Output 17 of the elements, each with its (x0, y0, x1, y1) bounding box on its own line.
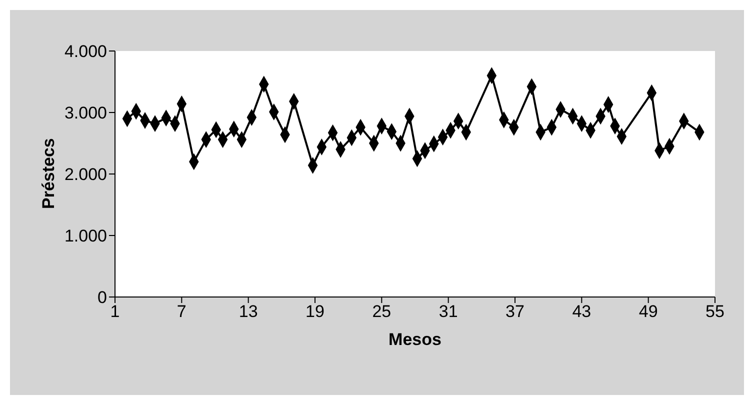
y-tick-label: 4.000 (64, 42, 107, 62)
x-tick-label: 31 (438, 302, 458, 322)
y-tick-label: 2.000 (64, 165, 107, 184)
y-axis-title: Préstecs (39, 138, 58, 209)
x-tick-label: 49 (638, 302, 658, 322)
y-tick-label: 1.000 (64, 226, 107, 246)
x-tick-label: 43 (572, 302, 592, 322)
y-tick-label: 3.000 (64, 104, 107, 123)
x-tick-label: 13 (238, 302, 258, 322)
x-tick-label: 7 (176, 302, 186, 322)
x-tick-label: 19 (306, 302, 324, 322)
x-tick-label: 25 (372, 302, 392, 322)
x-tick-label: 1 (110, 302, 120, 322)
x-tick-label: 55 (706, 302, 724, 322)
y-tick-label: 0 (98, 288, 107, 308)
x-tick-label: 37 (506, 302, 524, 322)
x-axis-title: Mesos (388, 330, 442, 349)
